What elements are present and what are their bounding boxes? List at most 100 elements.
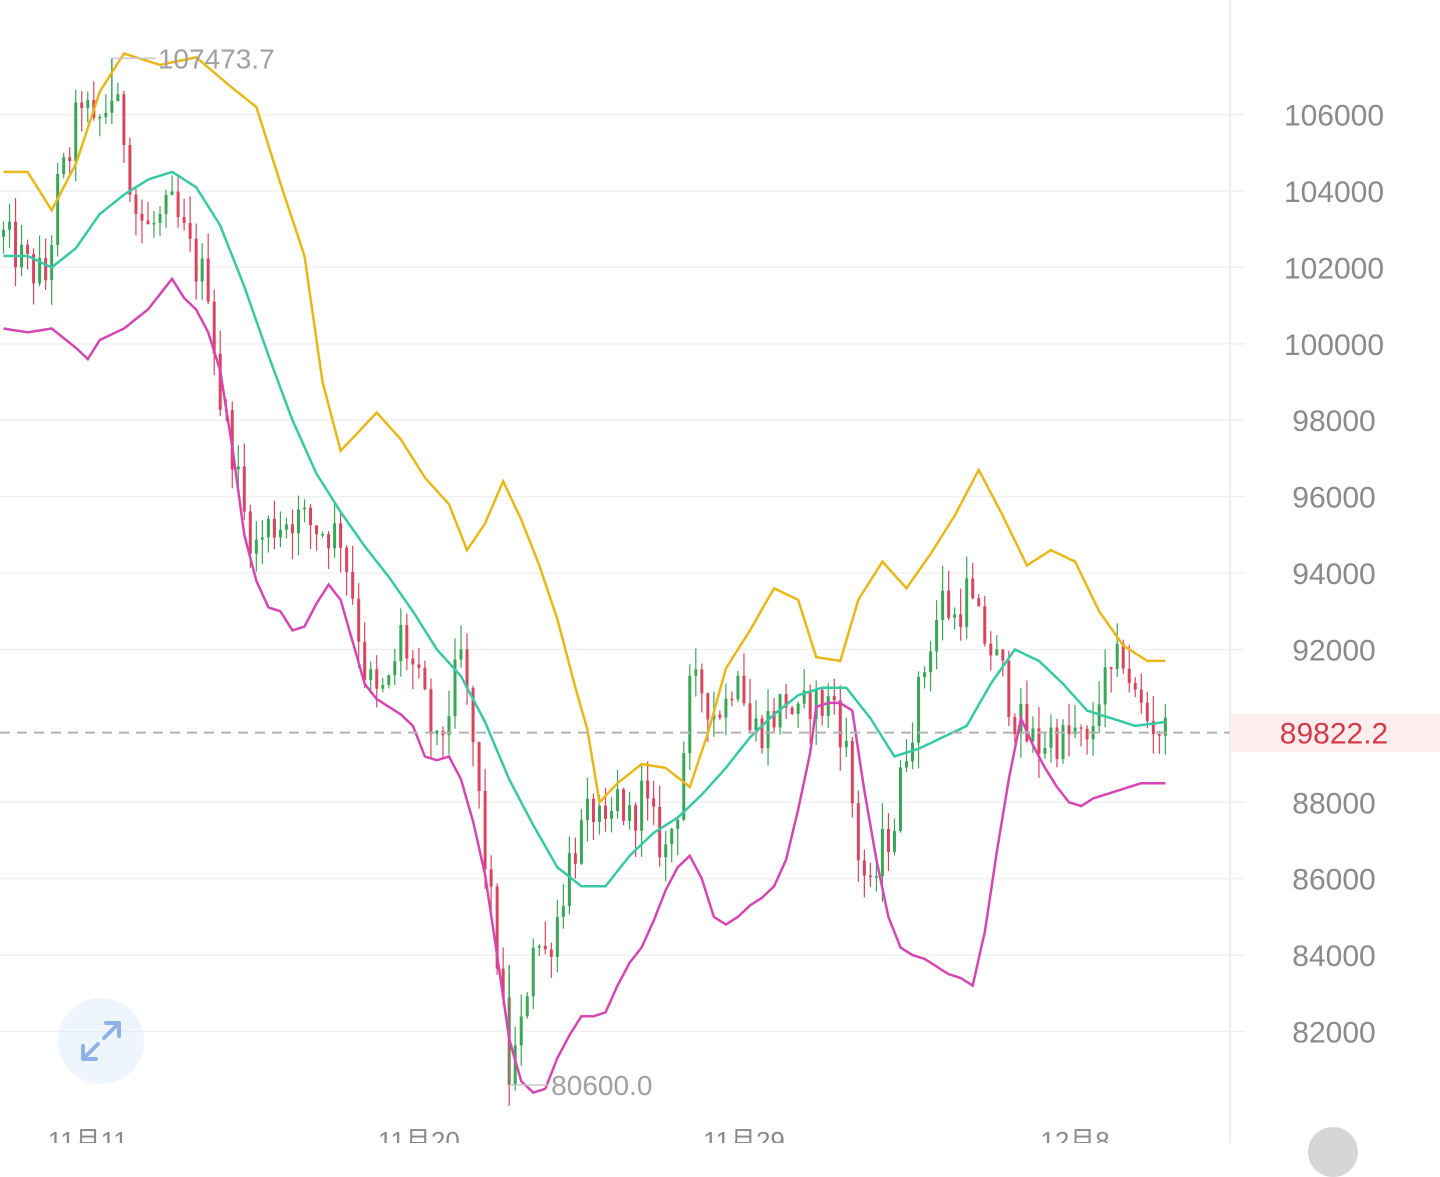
candle-body — [1139, 689, 1143, 703]
candle-body — [1115, 643, 1119, 669]
candle-body — [706, 693, 710, 720]
candle-body — [953, 614, 957, 618]
candle-body — [98, 116, 102, 119]
candle-body — [266, 518, 270, 538]
candle-body — [862, 860, 866, 876]
candle-body — [8, 221, 12, 230]
price-tick-label: 100000 — [1284, 329, 1384, 362]
candle-body — [1025, 704, 1029, 742]
candle-body — [453, 659, 457, 717]
candle-body — [489, 869, 493, 887]
candle-body — [357, 598, 361, 642]
candle-body — [182, 217, 186, 223]
candle-body — [1157, 734, 1161, 736]
candle-body — [670, 828, 674, 845]
candle-body — [68, 157, 72, 162]
candle-body — [646, 780, 650, 799]
candle-body — [128, 145, 132, 195]
price-tick-label: 86000 — [1292, 864, 1375, 897]
price-tick-label: 82000 — [1292, 1016, 1375, 1049]
candle-body — [1007, 660, 1011, 718]
candle-body — [26, 244, 30, 254]
candle-body — [1109, 667, 1113, 669]
candle-body — [513, 1045, 517, 1086]
expand-arrows-icon — [81, 1021, 121, 1061]
candle-body — [892, 830, 896, 852]
candle-body — [941, 590, 945, 620]
current-price-indicator: 89822.2 — [0, 713, 1440, 752]
candle-body — [272, 518, 276, 538]
candle-body — [44, 258, 48, 281]
candle-body — [345, 547, 349, 573]
candle-body — [1073, 727, 1077, 735]
candle-body — [417, 664, 421, 668]
candle-body — [917, 677, 921, 743]
candle-body — [766, 711, 770, 749]
candle-body — [387, 675, 391, 685]
candle-body — [303, 507, 306, 510]
candle-body — [309, 507, 313, 526]
candle-body — [905, 761, 908, 768]
candle-body — [339, 523, 343, 548]
price-chart[interactable]: 82000 84000 86000 88000 92000 94000 96000 98000… — [0, 0, 1440, 1143]
candle-body — [1085, 728, 1089, 740]
candle-body — [579, 820, 583, 864]
date-tick-label: 11月29 — [703, 1126, 785, 1143]
candle-body — [248, 511, 252, 554]
candle-body — [898, 767, 902, 831]
candle-body — [868, 875, 872, 878]
candle-body — [525, 996, 529, 1017]
candle-body — [622, 789, 626, 821]
candle-body — [820, 689, 824, 716]
price-tick-label: 92000 — [1292, 634, 1375, 667]
candle-body — [1043, 747, 1047, 754]
expand-chart-button[interactable] — [58, 998, 144, 1084]
candle-body — [718, 714, 722, 718]
candle-body — [935, 619, 939, 652]
candle-body — [658, 806, 662, 858]
candle-body — [838, 700, 842, 748]
candle-body — [664, 844, 668, 858]
current-price-badge — [1230, 713, 1440, 752]
candle-body — [375, 669, 379, 689]
candle-body — [754, 718, 758, 731]
candle-body — [399, 625, 403, 662]
price-tick-label: 88000 — [1292, 787, 1375, 820]
price-tick-label: 104000 — [1284, 176, 1384, 209]
candle-body — [477, 742, 481, 792]
candle-body — [50, 245, 54, 281]
candle-body — [56, 174, 60, 246]
candle-body — [1103, 667, 1107, 705]
candle-body — [236, 466, 240, 470]
price-axis: 82000 84000 86000 88000 92000 94000 96000 98000… — [1284, 100, 1384, 1050]
price-tick-label: 102000 — [1284, 252, 1384, 285]
candle-body — [1031, 728, 1035, 742]
candle-body — [483, 791, 487, 870]
high-marker-label: 107473.7 — [158, 43, 275, 74]
candle-body — [760, 718, 764, 749]
candle-body — [555, 916, 559, 957]
current-price-label: 89822.2 — [1280, 718, 1388, 751]
scroll-handle[interactable] — [1308, 1127, 1358, 1177]
candle-body — [501, 968, 505, 998]
date-axis: 11月11 11月20 11月29 12月8 — [48, 1126, 1110, 1143]
candle-body — [1067, 725, 1071, 735]
candle-body — [610, 810, 614, 819]
candle-body — [206, 258, 210, 302]
candle-body — [652, 798, 656, 807]
candle-body — [814, 689, 818, 720]
candle-body — [850, 740, 854, 804]
grid-lines — [0, 113, 1245, 1033]
candle-body — [634, 805, 638, 831]
candle-body — [393, 661, 397, 676]
candle-body — [959, 614, 963, 628]
candle-body — [369, 669, 373, 680]
candle-body — [724, 698, 728, 718]
candle-body — [1151, 721, 1155, 735]
candle-body — [772, 711, 776, 728]
price-tick-label: 84000 — [1292, 940, 1375, 973]
candle-body — [32, 253, 36, 284]
price-tick-label: 106000 — [1284, 100, 1384, 133]
candle-body — [585, 798, 589, 821]
candle-body — [1061, 725, 1065, 760]
